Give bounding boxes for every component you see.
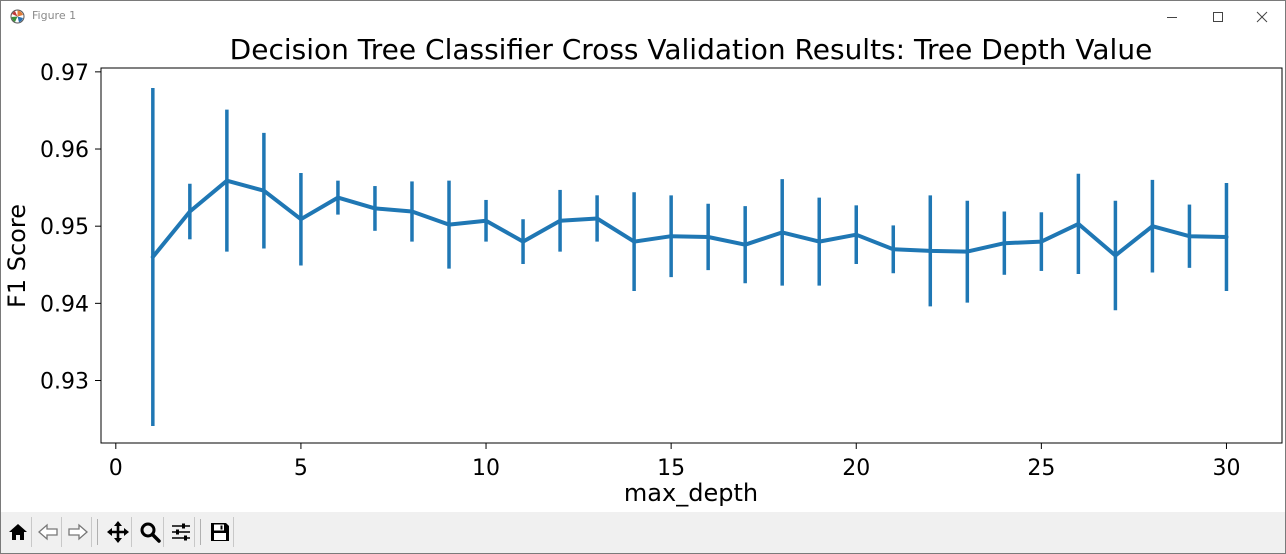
zoom-button[interactable]: [136, 517, 164, 547]
home-icon: [8, 524, 27, 540]
configure-subplots-button[interactable]: [167, 517, 195, 547]
chart-title: Decision Tree Classifier Cross Validatio…: [230, 33, 1153, 66]
toolbar-separator: [200, 519, 201, 545]
pan-button[interactable]: [104, 517, 132, 547]
minimize-button[interactable]: [1149, 1, 1195, 32]
close-icon: [1256, 11, 1268, 22]
x-tick-label: 25: [1027, 456, 1055, 481]
floppy-disk-icon: [210, 523, 229, 541]
move-icon: [106, 521, 129, 543]
back-arrow-icon: [37, 523, 58, 541]
toolbar-separator: [97, 519, 98, 545]
x-axis-label: max_depth: [624, 479, 758, 507]
y-tick-label: 0.96: [40, 138, 89, 163]
x-tick-label: 10: [472, 456, 500, 481]
home-button[interactable]: [4, 517, 32, 547]
figure-canvas[interactable]: Decision Tree Classifier Cross Validatio…: [1, 32, 1285, 512]
x-tick-label: 0: [109, 456, 123, 481]
magnifier-icon: [140, 522, 161, 543]
x-tick-label: 15: [657, 456, 685, 481]
forward-button[interactable]: [64, 517, 92, 547]
maximize-button[interactable]: [1195, 1, 1241, 32]
save-button[interactable]: [206, 517, 234, 547]
maximize-icon: [1213, 11, 1223, 22]
forward-arrow-icon: [67, 523, 88, 541]
back-button[interactable]: [34, 517, 62, 547]
sliders-icon: [171, 523, 190, 541]
x-tick-label: 30: [1212, 456, 1240, 481]
axes-frame: [100, 67, 1283, 444]
close-button[interactable]: [1239, 1, 1285, 32]
navigation-toolbar: [1, 512, 1285, 553]
chart[interactable]: Decision Tree Classifier Cross Validatio…: [1, 32, 1285, 512]
y-tick-label: 0.95: [40, 215, 89, 240]
window-title: Figure 1: [32, 9, 77, 22]
y-axis-label: F1 Score: [3, 204, 31, 308]
y-tick-label: 0.94: [40, 292, 89, 317]
y-tick-label: 0.93: [40, 370, 89, 395]
minimize-icon: [1167, 16, 1177, 18]
x-tick-label: 5: [294, 456, 308, 481]
series-line: [150, 178, 1229, 259]
x-tick-label: 20: [842, 456, 870, 481]
title-bar[interactable]: Figure 1: [1, 1, 1285, 32]
matplotlib-icon: [10, 9, 25, 24]
y-tick-label: 0.97: [40, 61, 89, 86]
